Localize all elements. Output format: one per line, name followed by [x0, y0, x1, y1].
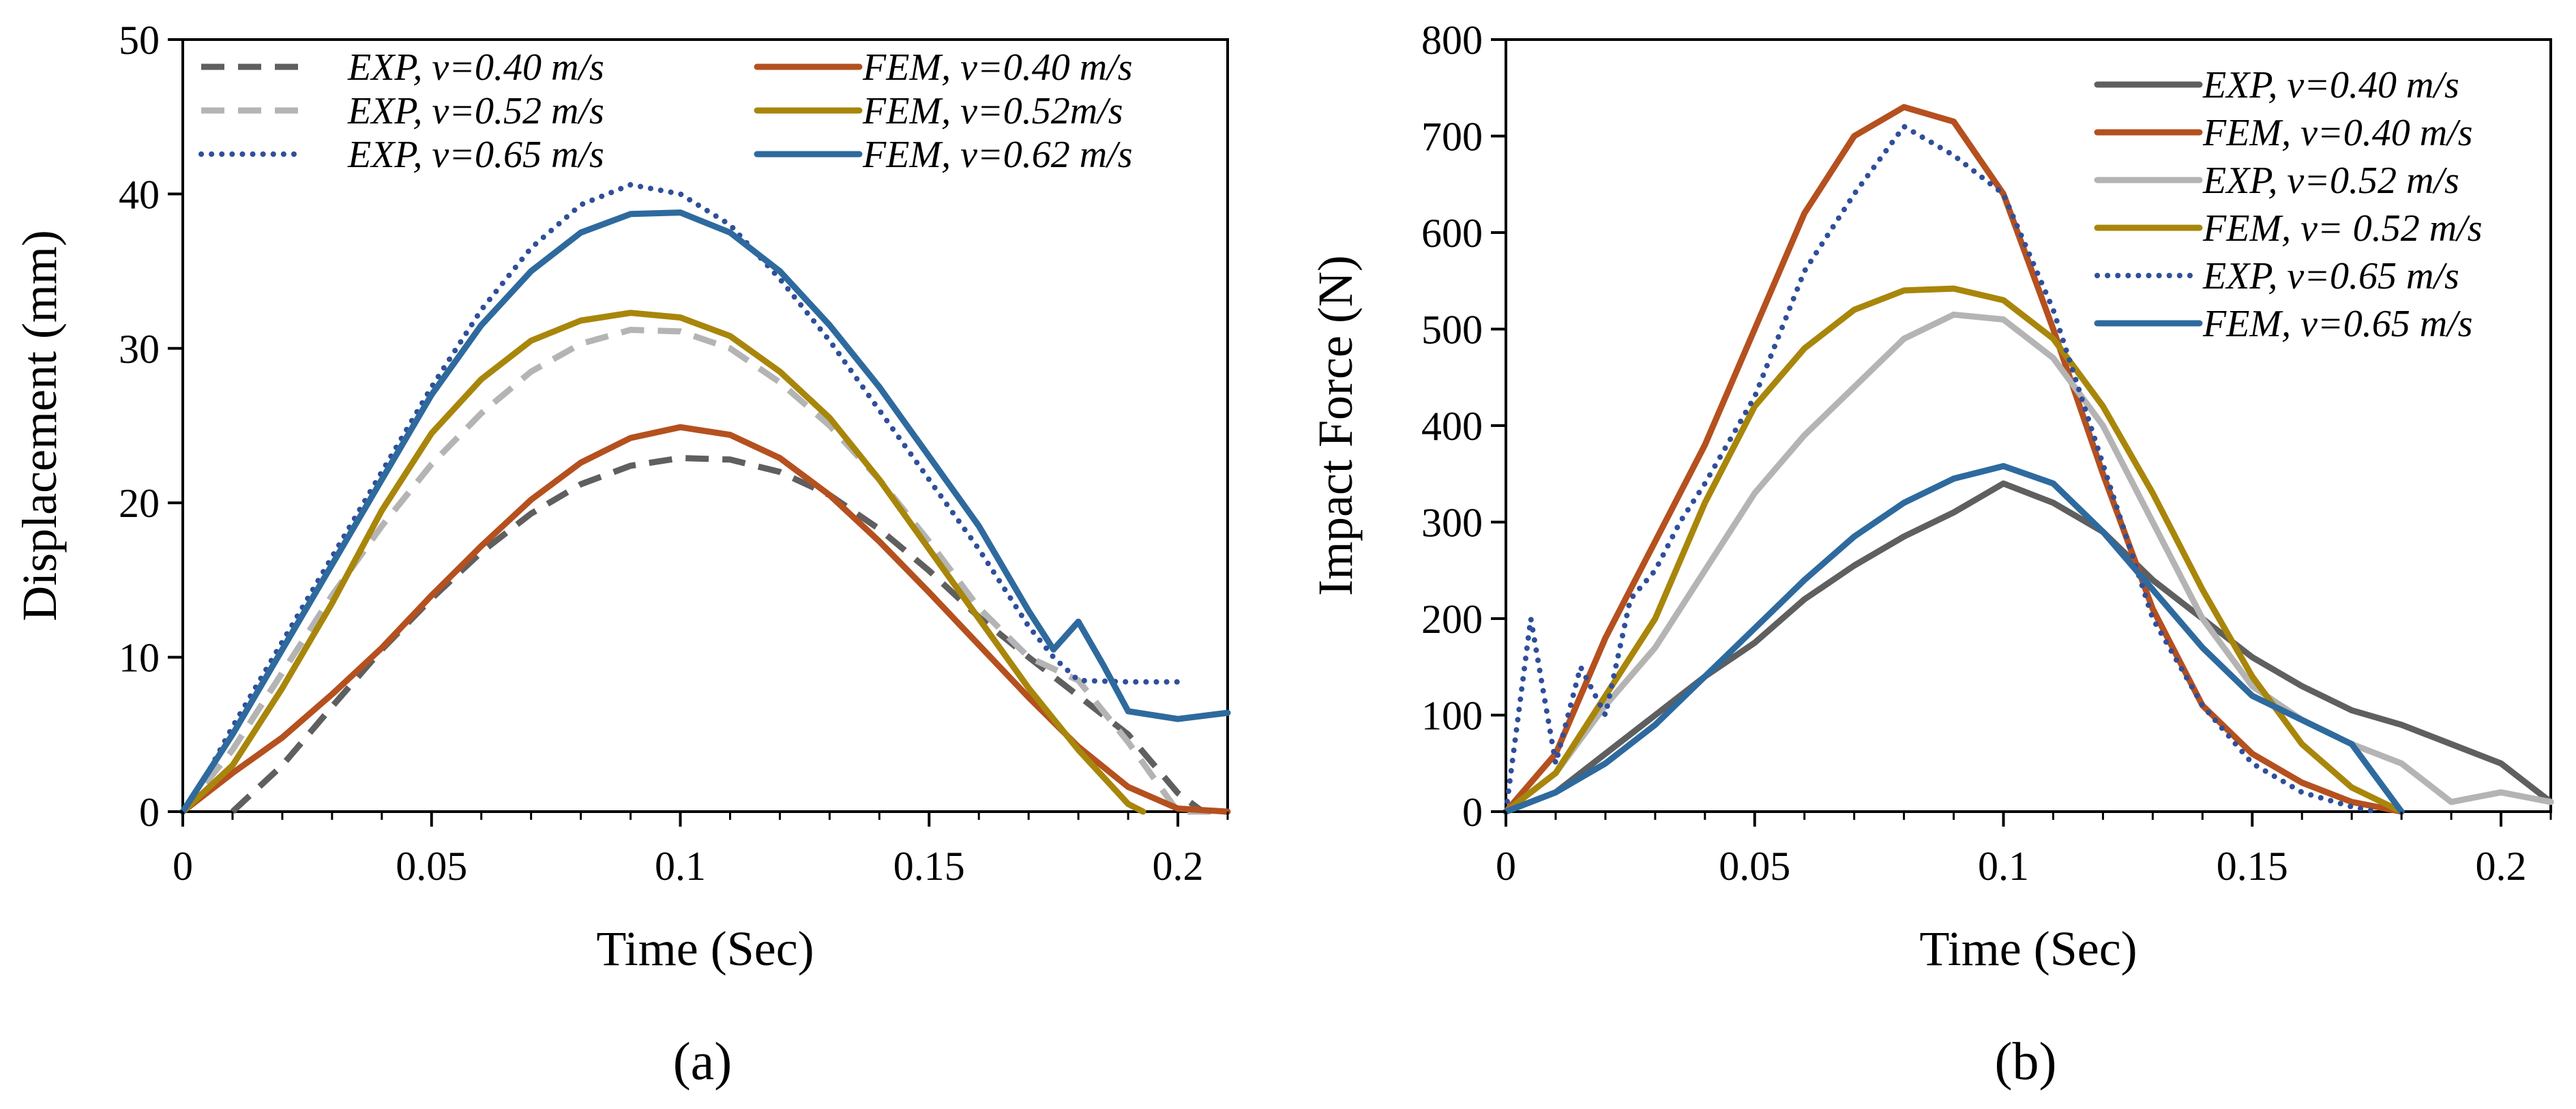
series-line-3 [179, 424, 1231, 815]
series-line-4 [179, 310, 1146, 815]
legend-label: FEM, v=0.65 m/s [2202, 303, 2473, 345]
x-tick-label: 0.15 [893, 844, 965, 889]
series-line-2 [1502, 311, 2554, 815]
y-ticks: 0 10 20 30 40 50 [119, 18, 183, 835]
y-tick-label: 20 [119, 481, 160, 526]
x-tick-label: 0 [1496, 844, 1516, 889]
y-tick-label: 200 [1421, 597, 1483, 642]
legend-label: FEM, v=0.62 m/s [862, 134, 1133, 176]
series-line-1 [1502, 104, 2405, 815]
y-tick-label: 40 [119, 172, 160, 217]
y-tick-label: 50 [119, 18, 160, 63]
x-ticks: 0 0.05 0.1 0.15 0.2 [173, 812, 1229, 889]
series-line-2 [180, 181, 1181, 814]
legend-label: EXP, v=0.52 m/s [2202, 160, 2459, 202]
panel-label-b: (b) [1995, 1031, 2057, 1091]
series-line-0 [1502, 480, 2554, 815]
legend-label: FEM, v=0.52m/s [862, 90, 1123, 132]
y-tick-label: 0 [139, 790, 160, 835]
x-axis-title: Time (Sec) [596, 921, 814, 976]
legend-label: EXP, v=0.65 m/s [347, 134, 604, 176]
series-layer [179, 181, 1231, 815]
panel-b: 0 0.05 0.1 0.15 0.2 0 100 200 300 400 500 600 700 80… [1308, 18, 2554, 1091]
y-ticks: 0 100 200 300 400 500 600 700 800 [1421, 18, 1506, 835]
y-tick-label: 30 [119, 327, 160, 372]
x-tick-label: 0.2 [2476, 844, 2527, 889]
panel-a: 0 0.05 0.1 0.15 0.2 0 10 20 30 40 50 Time (Sec) D… [12, 18, 1231, 1091]
y-tick-label: 800 [1421, 18, 1483, 63]
y-axis-title: Impact Force (N) [1308, 255, 1363, 596]
x-tick-label: 0 [173, 844, 193, 889]
y-tick-label: 700 [1421, 115, 1483, 160]
y-tick-label: 500 [1421, 308, 1483, 353]
series-layer [1502, 104, 2554, 815]
x-axis-title: Time (Sec) [1919, 921, 2137, 976]
x-tick-label: 0.1 [1978, 844, 2029, 889]
y-tick-label: 400 [1421, 404, 1483, 449]
y-tick-label: 100 [1421, 694, 1483, 739]
y-axis-title: Displacement (mm) [12, 230, 67, 621]
series-line-5 [1502, 462, 2405, 815]
legend-label: EXP, v=0.65 m/s [2202, 255, 2459, 297]
series-line-5 [179, 209, 1231, 815]
plot-frame [1505, 38, 2552, 813]
y-tick-label: 600 [1421, 211, 1483, 256]
plot-frame [181, 38, 1229, 813]
y-tick-label: 0 [1462, 790, 1483, 835]
x-tick-label: 0.15 [2217, 844, 2288, 889]
x-tick-label: 0.1 [655, 844, 706, 889]
legend-label: EXP, v=0.40 m/s [2202, 64, 2459, 106]
x-tick-label: 0.05 [1719, 844, 1790, 889]
legend-label: FEM, v= 0.52 m/s [2202, 207, 2483, 250]
x-tick-label: 0.2 [1153, 844, 1204, 889]
x-ticks: 0 0.05 0.1 0.15 0.2 [1496, 812, 2552, 889]
y-tick-label: 300 [1421, 501, 1483, 546]
x-tick-label: 0.05 [396, 844, 467, 889]
legend-label: FEM, v=0.40 m/s [862, 46, 1133, 89]
legend-label: EXP, v=0.52 m/s [347, 90, 604, 132]
panel-label-a: (a) [673, 1031, 732, 1091]
series-line-3 [1502, 285, 2405, 815]
series-line-4 [1503, 123, 2380, 814]
legend-b: EXP, v=0.40 m/s FEM, v=0.40 m/s EXP, v=0.5… [2094, 64, 2483, 345]
legend-label: FEM, v=0.40 m/s [2202, 112, 2473, 154]
legend-label: EXP, v=0.40 m/s [347, 46, 604, 89]
y-tick-label: 10 [119, 636, 160, 681]
